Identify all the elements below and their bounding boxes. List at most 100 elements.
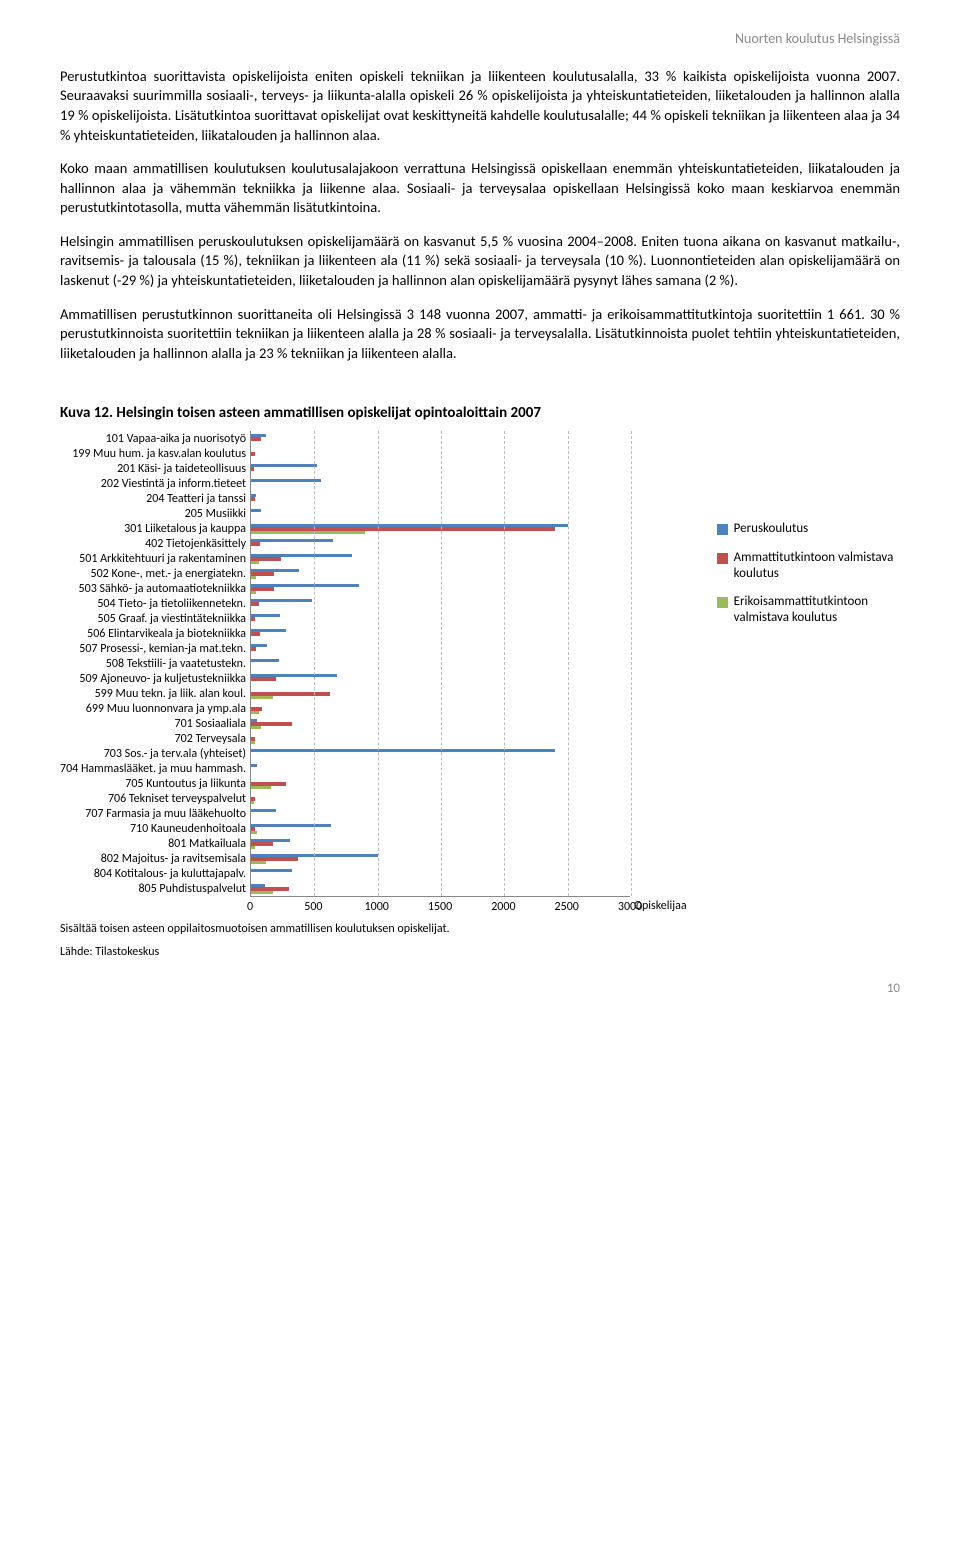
chart-x-tick: 2000 — [491, 899, 515, 915]
chart-x-ticks: 050010001500200025003000 — [250, 897, 630, 915]
chart-category-label: 506 Elintarvikeala ja biotekniikka — [87, 626, 246, 641]
chart-bar — [251, 539, 333, 543]
chart-bar — [251, 749, 555, 753]
chart-bar — [251, 696, 273, 700]
chart-x-tick: 0 — [247, 899, 253, 915]
chart-bar — [251, 614, 280, 618]
chart-category-label: 301 Liiketalous ja kauppa — [124, 521, 246, 536]
paragraph-1: Perustutkintoa suorittavista opiskelijoi… — [60, 67, 900, 145]
page-number: 10 — [60, 980, 900, 998]
chart-bar — [251, 711, 259, 715]
chart-bar — [251, 591, 256, 595]
chart-category-label: 509 Ajoneuvo- ja kuljetustekniikka — [79, 671, 246, 686]
chart-gridline — [314, 431, 315, 896]
chart-bar — [251, 861, 266, 865]
chart-bar — [251, 659, 279, 663]
chart-category-label: 502 Kone-, met.- ja energiatekn. — [91, 566, 247, 581]
chart-bar — [251, 824, 331, 828]
chart-bar — [251, 786, 271, 790]
chart-bar — [251, 452, 255, 456]
chart-bar — [251, 576, 256, 580]
chart-category-label: 199 Muu hum. ja kasv.alan koulutus — [72, 446, 246, 461]
chart-category-label: 599 Muu tekn. ja liik. alan koul. — [95, 686, 246, 701]
chart-category-label: 706 Tekniset terveyspalvelut — [108, 791, 246, 806]
chart-bar — [251, 437, 261, 441]
chart-bar — [251, 647, 256, 651]
chart-bar — [251, 677, 276, 681]
legend-label: Ammattitutkintoon valmistava koulutus — [734, 550, 900, 583]
chart-category-label: 204 Teatteri ja tanssi — [146, 491, 246, 506]
chart-gridline — [504, 431, 505, 896]
footnote-1: Sisältää toisen asteen oppilaitosmuotois… — [60, 921, 900, 937]
legend-swatch — [717, 553, 728, 564]
chart-bar — [251, 741, 255, 745]
chart-y-labels: 101 Vapaa-aika ja nuorisotyö199 Muu hum.… — [60, 431, 250, 896]
legend-swatch — [717, 524, 728, 535]
chart-bar — [251, 617, 255, 621]
chart-bar — [251, 632, 260, 636]
chart-legend: Peruskoulutus Ammattitutkintoon valmistav… — [717, 431, 900, 638]
paragraph-2: Koko maan ammatillisen koulutuksen koulu… — [60, 159, 900, 218]
chart-container: 101 Vapaa-aika ja nuorisotyö199 Muu hum.… — [60, 431, 900, 915]
chart-category-label: 205 Musiikki — [185, 506, 246, 521]
chart-x-tick: 3000 — [618, 899, 642, 915]
legend-label: Erikoisammattitutkintoon valmistava koul… — [734, 594, 900, 627]
chart-category-label: 699 Muu luonnonvara ja ymp.ala — [86, 701, 246, 716]
chart-category-label: 508 Tekstiili- ja vaatetustekn. — [106, 656, 246, 671]
chart-category-label: 701 Sosiaaliala — [175, 716, 247, 731]
paragraph-4: Ammatillisen perustutkinnon suorittaneit… — [60, 305, 900, 364]
paragraph-3: Helsingin ammatillisen peruskoulutuksen … — [60, 232, 900, 291]
chart-bar — [251, 764, 257, 768]
chart-bar — [251, 801, 254, 805]
chart-bar — [251, 467, 254, 471]
chart-bar — [251, 726, 261, 730]
chart-x-tick: 1000 — [365, 899, 389, 915]
chart-category-label: 501 Arkkitehtuuri ja rakentaminen — [79, 551, 246, 566]
legend-item: Peruskoulutus — [717, 521, 900, 537]
page-header-label: Nuorten koulutus Helsingissä — [60, 30, 900, 49]
chart-category-label: 705 Kuntoutus ja liikunta — [125, 776, 246, 791]
chart-gridline — [378, 431, 379, 896]
chart-bar — [251, 869, 292, 873]
chart-x-tick: 2500 — [555, 899, 579, 915]
chart-bar — [251, 561, 259, 565]
chart-category-label: 507 Prosessi-, kemian-ja mat.tekn. — [79, 641, 246, 656]
legend-item: Ammattitutkintoon valmistava koulutus — [717, 550, 900, 583]
chart-category-label: 505 Graaf. ja viestintätekniikka — [98, 611, 247, 626]
chart-category-label: 804 Kotitalous- ja kuluttajapalv. — [94, 866, 246, 881]
chart-bar — [251, 831, 257, 835]
chart-category-label: 802 Majoitus- ja ravitsemisala — [101, 851, 246, 866]
chart-bar — [251, 542, 260, 546]
chart-plot-wrap: 050010001500200025003000 Opiskelijaa — [250, 431, 687, 915]
chart-category-label: 201 Käsi- ja taideteollisuus — [117, 461, 246, 476]
chart-category-label: 101 Vapaa-aika ja nuorisotyö — [106, 431, 246, 446]
chart-gridline — [568, 431, 569, 896]
chart-bar — [251, 891, 273, 895]
chart-category-label: 704 Hammaslääket. ja muu hammash. — [60, 761, 246, 776]
chart-bar — [251, 479, 321, 483]
chart-category-label: 702 Terveysala — [175, 731, 246, 746]
chart-category-label: 710 Kauneudenhoitoala — [130, 821, 246, 836]
chart-category-label: 805 Puhdistuspalvelut — [138, 881, 246, 896]
chart-bar — [251, 846, 255, 850]
chart-category-label: 202 Viestintä ja inform.tieteet — [101, 476, 246, 491]
chart-gridline — [631, 431, 632, 896]
chart-x-tick: 500 — [304, 899, 322, 915]
figure-title: Kuva 12. Helsingin toisen asteen ammatil… — [60, 403, 900, 423]
footnote-2: Lähde: Tilastokeskus — [60, 944, 900, 960]
chart-category-label: 707 Farmasia ja muu lääkehuolto — [85, 806, 246, 821]
chart-category-label: 703 Sos.- ja terv.ala (yhteiset) — [104, 746, 246, 761]
legend-label: Peruskoulutus — [734, 521, 809, 537]
chart-bar — [251, 464, 317, 468]
chart-x-tick: 1500 — [428, 899, 452, 915]
legend-item: Erikoisammattitutkintoon valmistava koul… — [717, 594, 900, 627]
chart-category-label: 801 Matkailuala — [168, 836, 246, 851]
chart-bar — [251, 497, 255, 501]
chart-plot-area — [250, 431, 630, 897]
chart-gridline — [441, 431, 442, 896]
chart-bar — [251, 599, 312, 603]
chart-bar — [251, 809, 276, 813]
legend-swatch — [717, 597, 728, 608]
chart-bar — [251, 531, 365, 535]
chart-category-label: 402 Tietojenkäsittely — [145, 536, 246, 551]
